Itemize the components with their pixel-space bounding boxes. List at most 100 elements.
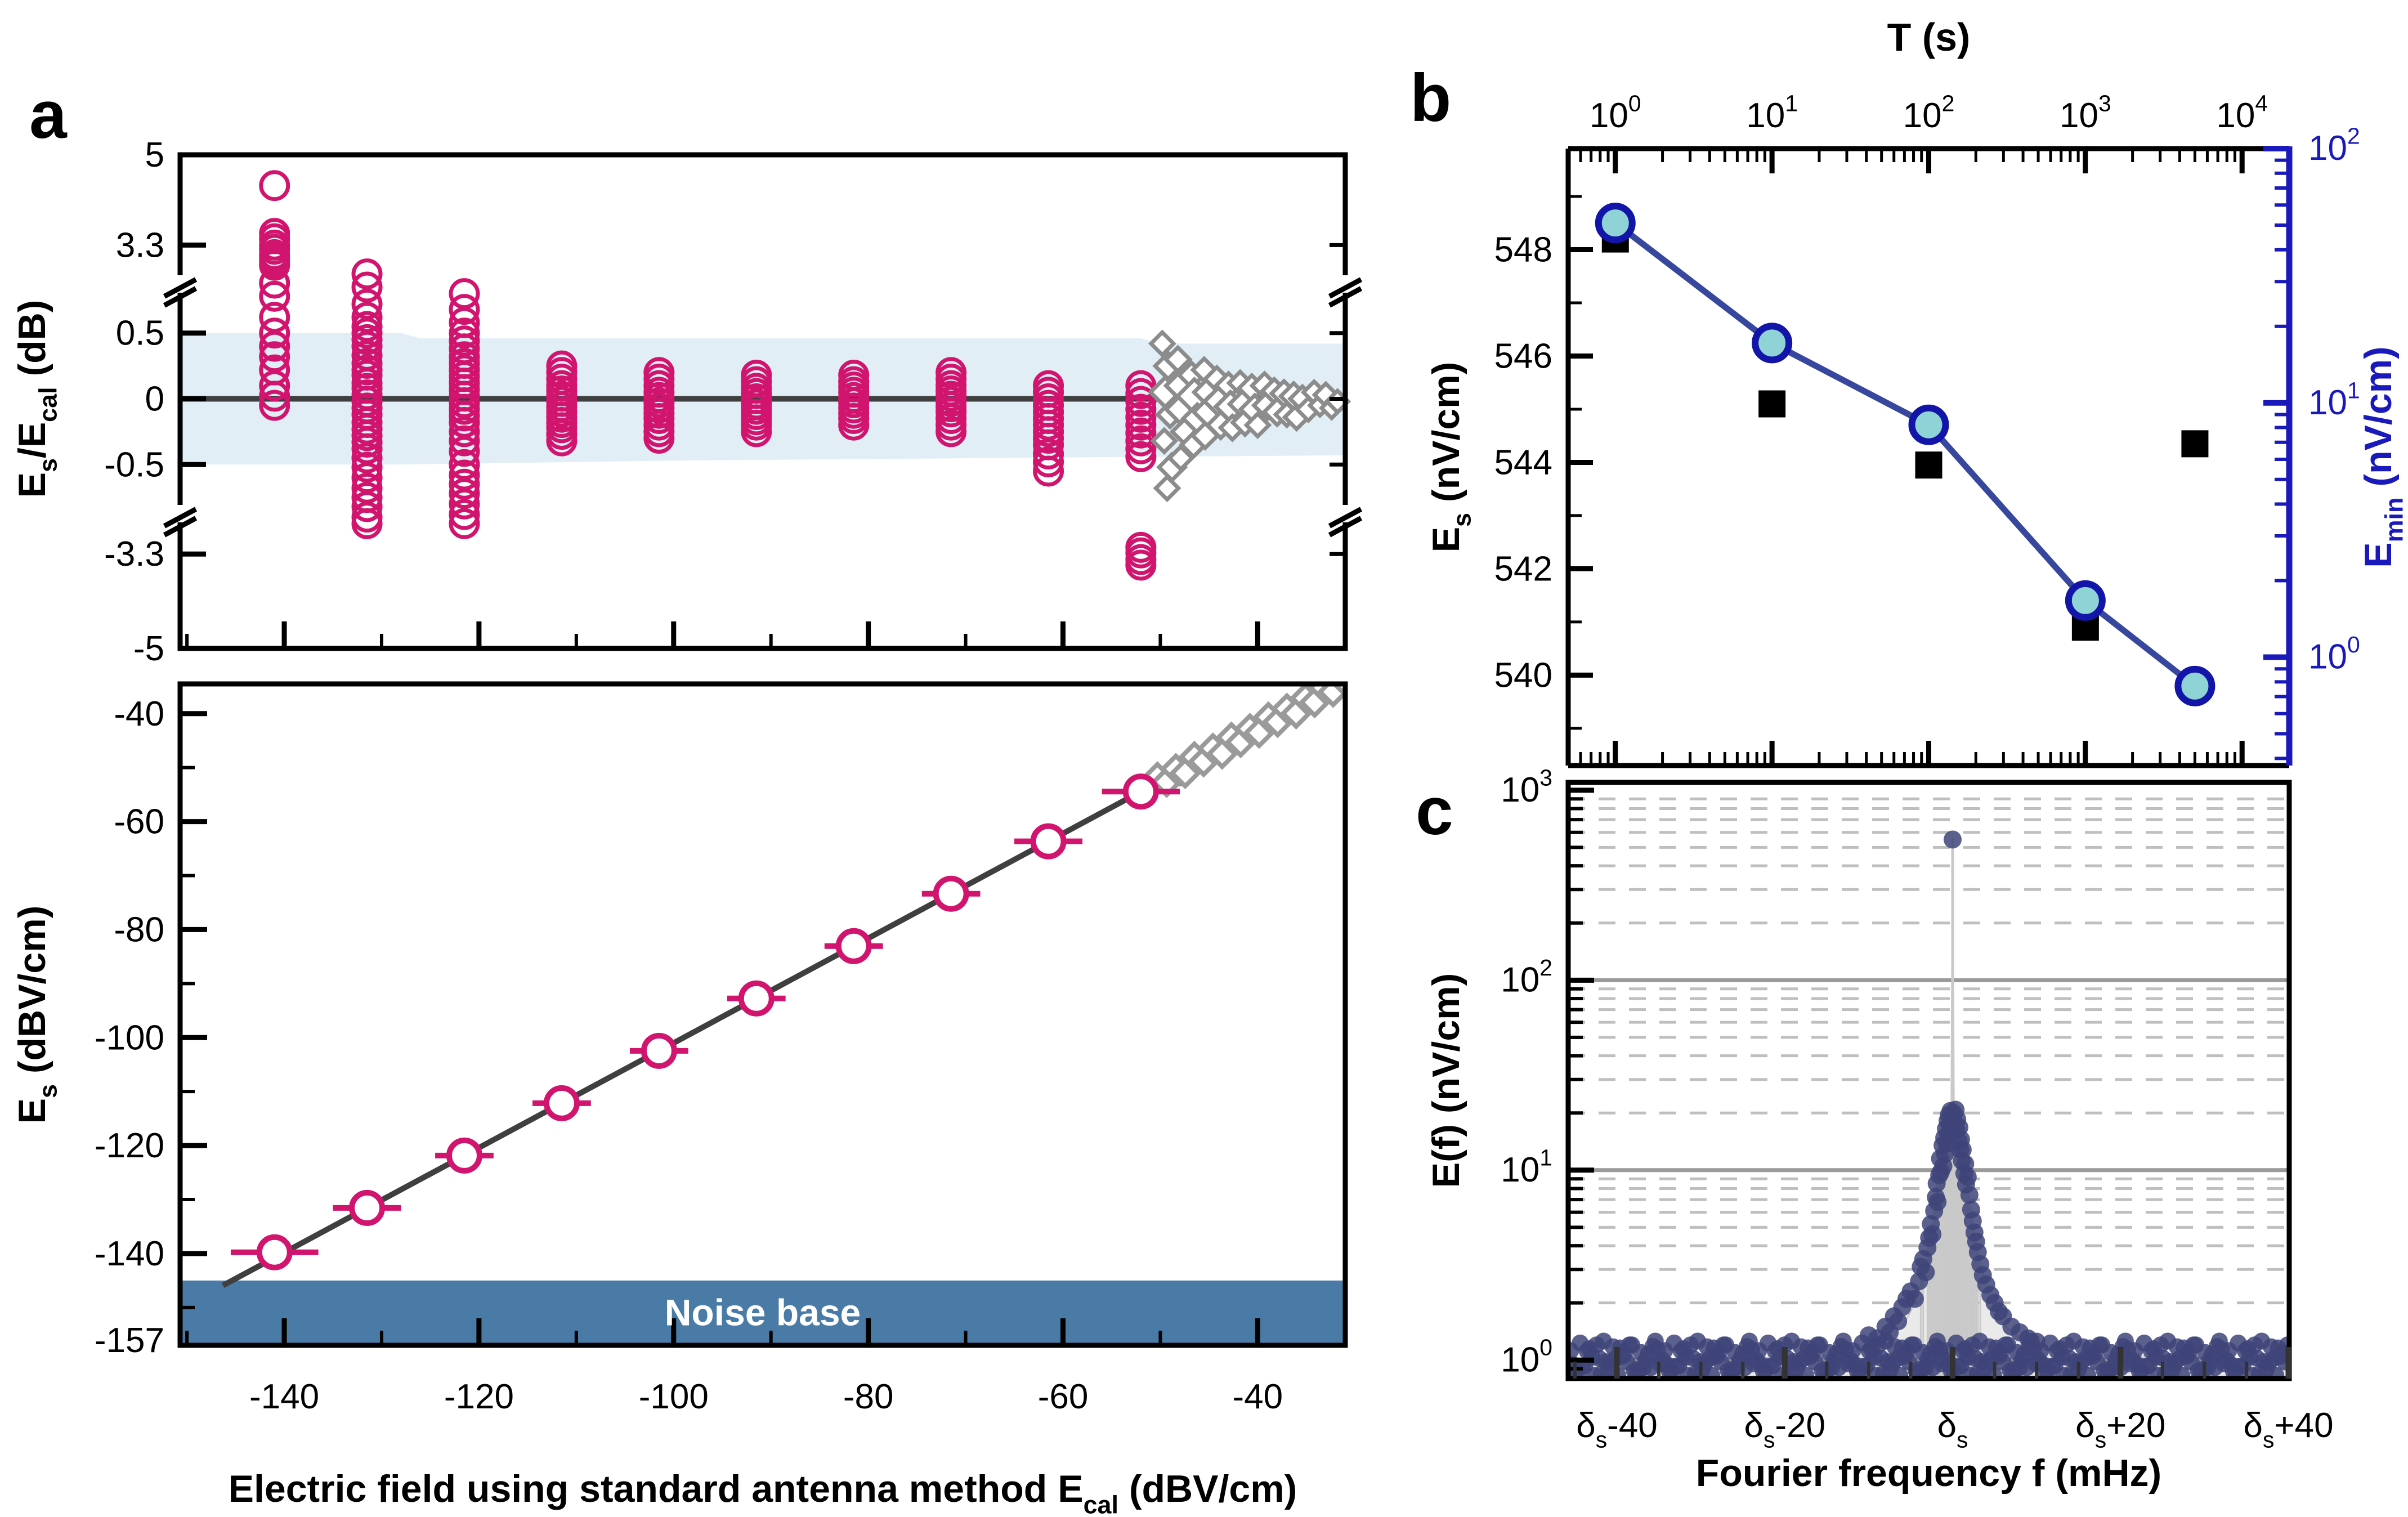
ratio-point: [546, 425, 578, 457]
noise-dot: [2267, 1367, 2285, 1379]
x-tick-label: δs+40: [2243, 1406, 2333, 1453]
ratio-point: [1125, 386, 1157, 417]
emin-circle-point: [2065, 580, 2106, 621]
ratio-point: [1125, 409, 1157, 441]
noise-dot: [2079, 1367, 2097, 1379]
calibration-point: [446, 1137, 482, 1174]
top-tick-label: 104: [2216, 90, 2268, 135]
ratio-point: [351, 258, 383, 290]
axis-break-icon: [163, 286, 198, 308]
panel-letter-b: b: [1410, 60, 1451, 136]
ratio-point: [1125, 401, 1157, 433]
panel-letter-a: a: [29, 77, 68, 153]
es-square-point: [1915, 451, 1942, 479]
ratio-point: [449, 436, 480, 467]
y-tick-label: -5: [133, 629, 164, 668]
right-tick-label: 102: [2308, 123, 2360, 168]
a-x-title: Electric field using standard antenna me…: [229, 1467, 1297, 1517]
ratio-point: [259, 390, 290, 421]
y-tick-label: -0.5: [104, 445, 164, 484]
noise-base-band: [180, 1280, 1345, 1345]
ratio-diamond: [1243, 411, 1272, 440]
y-tick-label: 100: [1501, 1335, 1552, 1380]
y-tick-label: 102: [1501, 955, 1552, 1000]
ratio-point: [838, 409, 870, 441]
left-tick-label: 542: [1494, 549, 1552, 588]
panel-letter-c: c: [1416, 773, 1453, 849]
spectrum-point: [1960, 1185, 1979, 1204]
x-tick-label: -40: [1233, 1377, 1283, 1416]
axis-break-icon: [163, 277, 198, 299]
ratio-outlier-point: [1125, 549, 1157, 581]
spectrum-point: [1928, 1193, 1947, 1211]
axis-break-icon: [1328, 507, 1363, 529]
ratio-diamond: [1148, 329, 1176, 358]
c-y-title: E(f) (nV/cm): [1425, 973, 1467, 1188]
noise-dot: [1797, 1367, 1815, 1379]
calibration-point: [256, 1234, 293, 1270]
y-tick-label: 103: [1501, 764, 1552, 809]
spectrum-point: [1958, 1168, 1977, 1187]
ratio-point: [1125, 417, 1157, 449]
es-square-point: [1758, 390, 1786, 418]
ratio-point: [351, 451, 383, 483]
axis-break-icon: [1328, 277, 1363, 299]
ratio-point: [259, 317, 290, 349]
c-x-title: Fourier frequency f (mHz): [1696, 1452, 2161, 1494]
panel-a-top-frame: [177, 152, 1348, 651]
ratio-point: [449, 278, 480, 310]
y-tick-label: -120: [95, 1126, 164, 1165]
y-tick-label: -40: [114, 695, 164, 733]
noise-floor-scatter: [1568, 830, 2289, 1379]
ratio-point: [259, 370, 290, 401]
ratio-point: [449, 468, 480, 500]
y-tick-label: -3.3: [104, 535, 164, 574]
y-tick-label: -157: [95, 1321, 164, 1360]
right-tick-label: 101: [2308, 377, 2360, 422]
x-tick-label: δs: [1937, 1406, 1968, 1453]
ratio-point: [259, 280, 290, 312]
spectrum-point: [1923, 1225, 1942, 1243]
emin-line: [1613, 220, 2197, 689]
calibration-point: [543, 1085, 580, 1121]
ratio-point: [259, 267, 290, 299]
calibration-point: [738, 980, 775, 1017]
panel-c-plot: 103 102 101 100 δs-40 δs-20 δs δs+20 δs+40: [1501, 764, 2333, 1452]
ratio-point: [1125, 393, 1157, 425]
calibration-point: [1122, 773, 1159, 810]
top-tick-label: 102: [1903, 90, 1955, 135]
calibration-point: [835, 928, 872, 964]
y-tick-label: -100: [95, 1018, 164, 1057]
noise-base-label: Noise base: [665, 1291, 861, 1333]
panel-b-plot: 100 101 102 103 104 548 546 544 542 540 102 101 100: [1494, 90, 2360, 768]
antenna-diamond-series: [1132, 684, 1345, 798]
antenna-ratio-diamonds: [1148, 329, 1351, 503]
ratio-point: [449, 499, 480, 530]
emin-circle-point: [2174, 665, 2215, 706]
noise-dot: [1703, 1367, 1721, 1379]
ratio-point: [741, 416, 772, 448]
panel-c-inner: [1568, 797, 2289, 1379]
y-tick-label: 101: [1501, 1144, 1552, 1189]
left-tick-label: 540: [1494, 656, 1552, 695]
calibration-point: [641, 1032, 677, 1069]
left-tick-label: 548: [1494, 231, 1552, 270]
ratio-point: [1033, 438, 1064, 470]
y-tick-label: -60: [114, 803, 164, 842]
calibration-circle-series: [230, 773, 1180, 1270]
top-tick-label: 103: [2060, 90, 2111, 135]
calibration-point: [349, 1189, 386, 1226]
ratio-point: [449, 294, 480, 325]
panel-a-top-plot: 5 3.3 0.5 0 -0.5 -3.3 -5: [104, 136, 1363, 668]
ratio-point: [351, 491, 383, 522]
ratio-point: [449, 317, 480, 349]
b-right-title: Emin (nV/cm): [2357, 346, 2408, 567]
y-tick-label: 3.3: [116, 226, 164, 265]
spectrum-point: [1944, 830, 1962, 849]
x-tick-label: -120: [444, 1377, 514, 1416]
ratio-point: [351, 442, 383, 474]
emin-circle-point: [1752, 323, 1793, 364]
emin-circle-point: [1595, 203, 1636, 244]
spectrum-point: [1889, 1312, 1908, 1331]
